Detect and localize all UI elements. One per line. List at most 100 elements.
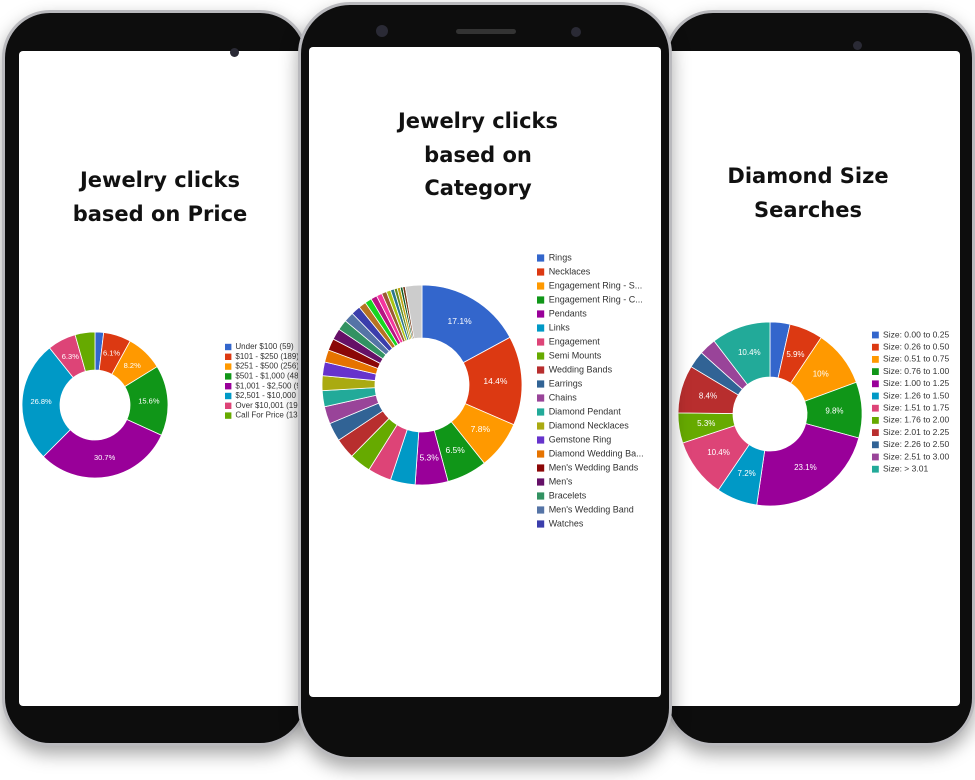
legend-label: Wedding Bands xyxy=(549,364,613,374)
legend-label: Men's Wedding Band xyxy=(549,504,634,514)
legend-swatch xyxy=(225,353,232,360)
legend-label: Gemstone Ring xyxy=(549,434,612,444)
legend-swatch xyxy=(537,310,545,318)
legend-label: $501 - $1,000 (488) xyxy=(235,372,306,381)
slice-label: 7.2% xyxy=(738,469,756,478)
slice-label: 8.2% xyxy=(124,361,141,370)
legend-swatch xyxy=(872,368,879,375)
legend-swatch xyxy=(537,478,545,486)
slice xyxy=(21,347,74,458)
legend-swatch xyxy=(872,356,879,363)
chart-title: Jewelry clicks based on Price xyxy=(72,168,248,226)
phone-left xyxy=(2,10,309,746)
legend-swatch xyxy=(225,363,232,370)
legend-swatch xyxy=(537,366,545,374)
legend-label: $101 - $250 (189) xyxy=(235,352,299,361)
legend-label: Call For Price (138) xyxy=(235,411,305,420)
camera xyxy=(853,41,862,50)
legend-label: Necklaces xyxy=(549,266,591,276)
slice-label: 8.4% xyxy=(699,392,717,401)
legend-swatch xyxy=(537,450,545,458)
legend-swatch xyxy=(872,465,879,473)
legend-swatch xyxy=(537,464,545,472)
slice xyxy=(404,284,423,340)
legend-swatch xyxy=(537,268,545,276)
legend-swatch xyxy=(537,506,545,514)
legend-swatch xyxy=(872,392,879,400)
camera xyxy=(571,27,581,37)
legend-label: Size: 1.00 to 1.25 xyxy=(883,378,949,388)
camera xyxy=(376,25,388,37)
legend-label: $2,501 - $10,000 (8 xyxy=(235,391,305,400)
legend-label: Links xyxy=(549,322,571,332)
legend-label: Bracelets xyxy=(549,490,587,500)
legend-swatch xyxy=(225,383,232,390)
legend-swatch xyxy=(537,492,545,500)
legend-swatch xyxy=(225,402,232,409)
slice xyxy=(74,331,96,372)
legend-swatch xyxy=(537,394,545,402)
legend-swatch xyxy=(537,254,545,262)
legend-label: Men's Wedding Bands xyxy=(549,462,639,472)
legend-label: Earrings xyxy=(549,378,583,388)
legend-label: Size: 2.51 to 3.00 xyxy=(883,451,949,461)
legend-label: Diamond Necklaces xyxy=(549,420,630,430)
legend-label: $1,001 - $2,500 (96 xyxy=(235,381,305,390)
legend-label: Size: 2.01 to 2.25 xyxy=(883,427,949,437)
legend-label: Under $100 (59) xyxy=(235,342,294,351)
legend-label: Size: 1.26 to 1.50 xyxy=(883,390,949,400)
legend-label: Pendants xyxy=(549,308,588,318)
legend-swatch xyxy=(537,436,545,444)
legend-swatch xyxy=(225,343,232,351)
slice-label: 6.1% xyxy=(103,349,120,358)
slice-label: 15.6% xyxy=(138,397,160,406)
legend-swatch xyxy=(872,404,879,412)
legend-swatch xyxy=(225,373,232,380)
legend-swatch xyxy=(537,520,545,528)
slice-label: 7.8% xyxy=(471,424,491,434)
legend-swatch xyxy=(872,429,879,436)
legend-label: Men's xyxy=(549,476,573,486)
legend-label: Size: 2.26 to 2.50 xyxy=(883,439,949,449)
slice-label: 5.3% xyxy=(697,419,715,428)
slice-label: 5.3% xyxy=(419,452,439,462)
slice-label: 17.1% xyxy=(448,316,473,326)
legend-label: Chains xyxy=(549,392,578,402)
legend-label: Watches xyxy=(549,518,584,528)
legend-label: Size: 0.00 to 0.25 xyxy=(883,329,949,339)
legend-label: Size: 1.51 to 1.75 xyxy=(883,402,949,412)
slice-label: 9.8% xyxy=(825,406,843,415)
legend-swatch xyxy=(872,331,879,339)
legend-label: Size: 0.26 to 0.50 xyxy=(883,341,949,351)
legend-swatch xyxy=(872,343,879,351)
legend-swatch xyxy=(537,352,545,360)
legend-label: Diamond Wedding Ba... xyxy=(549,448,644,458)
slice-label: 6.3% xyxy=(62,352,79,361)
legend-swatch xyxy=(537,282,545,290)
slice-label: 10% xyxy=(813,369,829,378)
legend-swatch xyxy=(537,324,545,332)
legend-label: Engagement Ring - C... xyxy=(549,294,643,304)
slice-label: 5.9% xyxy=(786,350,804,359)
legend-swatch xyxy=(537,296,545,304)
legend-label: Size: 0.51 to 0.75 xyxy=(883,354,949,364)
chart-title: Jewelry clicks based on Category xyxy=(397,109,558,201)
legend-swatch xyxy=(225,392,232,400)
slice-label: 23.1% xyxy=(794,463,817,472)
legend-swatch xyxy=(537,380,545,388)
legend-label: Size: > 3.01 xyxy=(883,463,928,473)
legend-swatch xyxy=(537,408,545,416)
legend-swatch xyxy=(537,338,545,346)
chart-title: Diamond Size Searches xyxy=(727,164,889,222)
legend-swatch xyxy=(872,417,879,424)
legend-swatch xyxy=(225,412,232,419)
slice-label: 10.4% xyxy=(707,448,730,457)
legend-label: $251 - $500 (256) xyxy=(235,362,299,371)
speaker xyxy=(456,29,516,34)
